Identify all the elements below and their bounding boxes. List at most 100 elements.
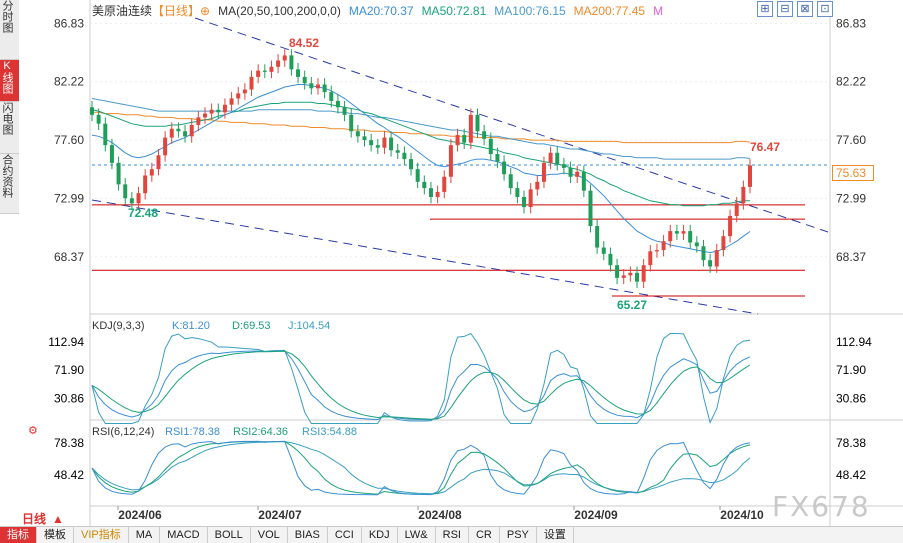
candle-body [96,114,101,124]
btn-template[interactable]: 模板 [37,527,74,543]
candle-body [409,159,414,170]
date-axis-label: 2024/07 [258,508,302,522]
tab-time-share-label: 分时图 [1,0,13,33]
low-left-annotation: 72.48 [128,206,158,220]
candle-body [202,113,207,118]
candle-body [269,66,274,72]
ma50-line [91,101,751,207]
kdj-k-value: K:81.20 [172,320,210,332]
candle-body [615,265,620,278]
price-axis-label-left: 82.22 [54,75,84,89]
candle-body [289,55,294,70]
btn-vol[interactable]: VOL [251,527,288,543]
btn-psy[interactable]: PSY [500,527,537,543]
btn-cci[interactable]: CCI [328,527,362,543]
candle-body [701,246,706,261]
btn-macd[interactable]: MACD [160,527,208,543]
rsi2-line [91,440,751,496]
date-axis-label: 2024/08 [418,508,462,522]
ma200-value: MA200:77.45 [573,4,646,18]
layout-full-icon[interactable]: ⊡ [817,1,833,17]
settings-icon[interactable]: ⊕ [200,4,211,18]
price-axis-label-left: 68.37 [54,250,84,264]
kdj-title: KDJ(9,3,3) [92,320,145,332]
candle-body [475,114,480,132]
candle-body [375,145,380,148]
candle-body [595,226,600,248]
btn-bias[interactable]: BIAS [288,527,328,543]
candle-body [721,236,726,251]
candle-body [455,135,460,146]
period-label: 日线 [22,512,47,526]
candle-body [389,137,394,151]
btn-ma[interactable]: MA [129,527,161,543]
btn-settings[interactable]: 设置 [537,527,574,543]
last-price-tag: 75.63 [832,165,874,181]
price-axis-label-right: 72.99 [836,191,866,205]
candle-body [256,70,261,77]
candle-body [90,107,94,115]
btn-lw[interactable]: LW& [398,527,436,543]
rsi3-value: RSI3:54.88 [302,426,357,438]
candle-body [262,70,267,72]
candle-body [561,164,566,168]
candle-body [136,193,141,204]
candle-body [635,272,640,282]
rsi-axis-label-left: 78.38 [54,436,84,450]
candle-body [535,181,540,190]
tab-kline[interactable]: K线图 [0,60,19,102]
candle-body [448,145,453,177]
candle-body [734,203,739,216]
kdj-d-line [91,350,751,420]
btn-rsi[interactable]: RSI [436,527,469,543]
candle-body [654,250,659,252]
candle-body [588,190,593,227]
candle-body [322,84,327,93]
layout-grid-icon[interactable]: ⊞ [757,1,773,17]
layout-close-icon[interactable]: ⊠ [797,1,813,17]
candle-body [189,124,194,137]
candle-body [555,152,560,165]
btn-vip-indicator[interactable]: VIP指标 [74,527,129,543]
candle-body [335,100,340,108]
kdj-axis-label-right: 30.86 [836,392,866,406]
tab-lightning[interactable]: 闪电图 [0,102,19,154]
period-tag: 【日线】 [152,4,201,18]
candle-body [402,152,407,160]
ma-header: 美原油连续【日线】⊕ MA(20,50,100,200,0,0) MA20:70.3… [92,2,671,19]
candle-body [349,114,354,132]
tab-contract-info[interactable]: 合约资料 [0,154,19,214]
kdj-j-value: J:104.54 [288,320,330,332]
tab-time-share[interactable]: 分时图 [0,0,19,60]
indicator-toolbar: 指标 模板 VIP指标 MA MACD BOLL VOL BIAS CCI KD… [0,526,903,543]
candle-body [216,109,221,113]
candle-body [621,275,626,278]
period-selector[interactable]: 日线 ▲ [22,510,64,527]
candle-body [315,84,320,89]
btn-boll[interactable]: BOLL [208,527,251,543]
recent-high-annotation: 76.47 [750,140,780,154]
candle-body [369,140,374,146]
candle-body [608,253,613,266]
candle-body [681,231,686,234]
candle-body [628,272,633,276]
candle-body [296,69,301,77]
kdj-k-line [91,350,751,421]
tab-lightning-label: 闪电图 [1,102,13,135]
candle-body [149,169,154,176]
window-buttons: ⊞ ⊟ ⊠ ⊡ [757,1,833,17]
candle-body [601,247,606,254]
btn-cr[interactable]: CR [469,527,500,543]
candle-body [442,176,447,192]
watermark: FX678 [772,490,871,523]
layout-split-icon[interactable]: ⊟ [777,1,793,17]
rsi-title: RSI(6,12,24) [92,426,154,438]
date-axis-label: 2024/09 [574,508,618,522]
btn-indicator[interactable]: 指标 [0,527,37,543]
channel-lower-line [91,199,759,315]
candle-body [169,128,174,138]
candle-body [282,55,287,61]
btn-kdj[interactable]: KDJ [362,527,398,543]
candle-body [508,174,513,189]
candle-body [116,162,121,185]
